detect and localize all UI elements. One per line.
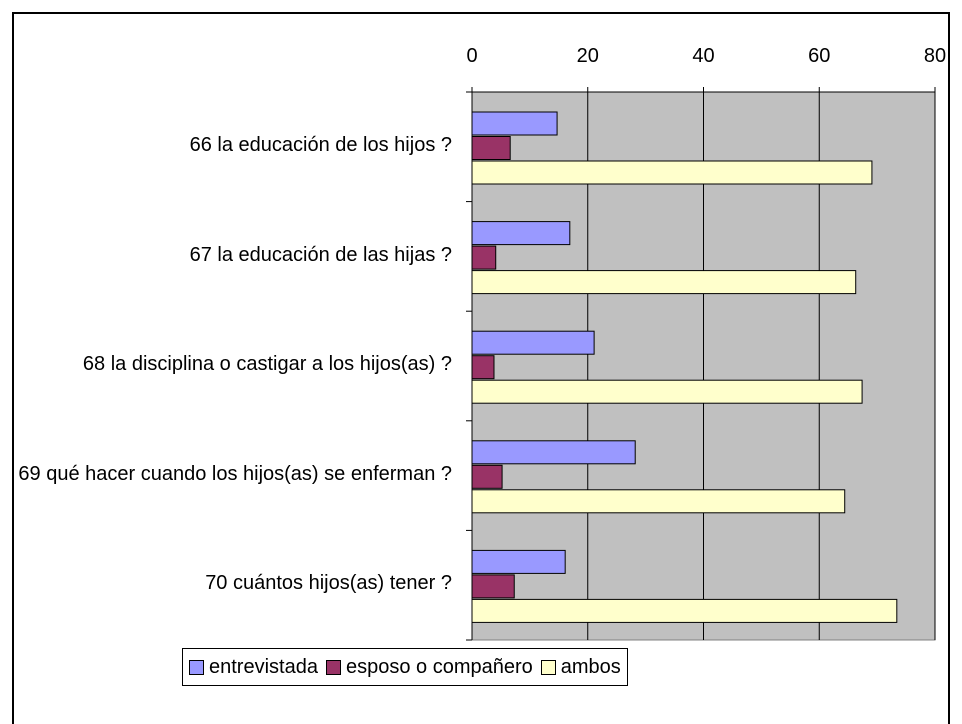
x-tick-label: 80 — [924, 45, 946, 67]
bar — [471, 379, 863, 404]
category-label-box: 68 la disciplina o castigar a los hijos(… — [18, 309, 452, 419]
legend-swatch — [540, 659, 556, 675]
bar — [471, 489, 846, 514]
bar — [471, 549, 566, 574]
bar — [471, 245, 497, 270]
x-tick-label: 40 — [692, 45, 714, 67]
legend-swatch — [189, 659, 204, 675]
bar — [471, 136, 511, 160]
bar — [471, 221, 571, 246]
category-label: 70 cuántos hijos(as) tener ? — [205, 572, 452, 595]
x-tick-label: 20 — [577, 45, 599, 67]
category-label: 67 la educación de las hijas ? — [189, 243, 452, 266]
legend-swatch — [325, 659, 341, 675]
legend-label: ambos — [560, 655, 621, 678]
category-label: 68 la disciplina o castigar a los hijos(… — [82, 353, 452, 376]
legend-item: ambos — [540, 655, 621, 679]
bar — [471, 574, 515, 599]
legend-label: entrevistada — [209, 655, 318, 678]
category-label-box: 66 la educación de los hijos ? — [18, 90, 452, 200]
bar — [471, 160, 873, 185]
bar — [471, 598, 898, 623]
category-label-box: 70 cuántos hijos(as) tener ? — [18, 528, 452, 638]
bar — [471, 330, 595, 355]
legend-item: esposo o compañero — [325, 655, 533, 679]
legend: entrevistada esposo o compañero ambos — [182, 648, 628, 686]
category-label: 66 la educación de los hijos ? — [189, 134, 452, 156]
category-label-box: 67 la educación de las hijas ? — [18, 200, 452, 310]
legend-label: esposo o compañero — [345, 655, 533, 678]
bar — [471, 270, 857, 295]
legend-item: entrevistada — [189, 656, 318, 679]
bar — [471, 111, 558, 136]
category-label-box: 69 qué hacer cuando los hijos(as) se enf… — [18, 419, 452, 529]
x-tick-label: 0 — [466, 45, 477, 67]
x-tick-label: 60 — [808, 45, 830, 67]
bar — [471, 464, 503, 489]
category-label: 69 qué hacer cuando los hijos(as) se enf… — [18, 462, 452, 485]
bar — [471, 355, 495, 380]
bar — [471, 440, 636, 465]
chart-frame — [12, 12, 950, 724]
